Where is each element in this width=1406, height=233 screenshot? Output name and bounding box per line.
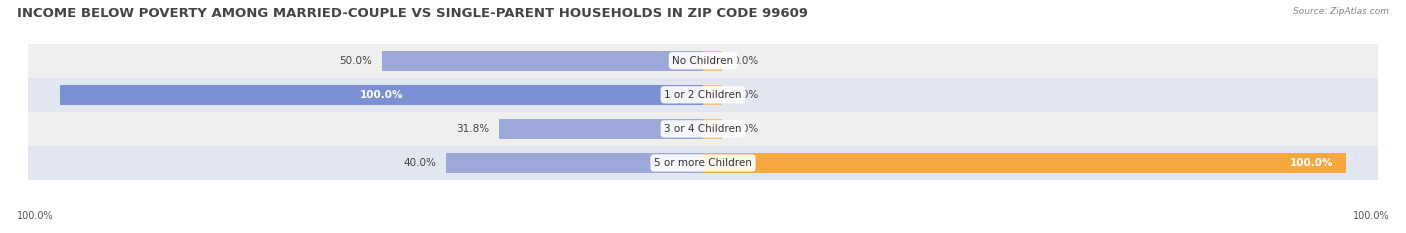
Text: 100.0%: 100.0%: [1353, 211, 1389, 221]
Bar: [703, 85, 723, 105]
Bar: [703, 153, 1346, 173]
Bar: [28, 78, 1378, 112]
Text: 31.8%: 31.8%: [456, 124, 489, 134]
Bar: [28, 146, 1378, 180]
Bar: [28, 44, 1378, 78]
Text: 0.0%: 0.0%: [733, 90, 758, 100]
Text: 1 or 2 Children: 1 or 2 Children: [664, 90, 742, 100]
Text: 3 or 4 Children: 3 or 4 Children: [664, 124, 742, 134]
Text: 0.0%: 0.0%: [733, 124, 758, 134]
Bar: [28, 112, 1378, 146]
Text: 40.0%: 40.0%: [404, 158, 436, 168]
Text: 100.0%: 100.0%: [17, 211, 53, 221]
Text: 100.0%: 100.0%: [360, 90, 404, 100]
Bar: [703, 119, 723, 139]
Bar: [446, 153, 703, 173]
Bar: [60, 85, 703, 105]
Bar: [381, 51, 703, 71]
Bar: [499, 119, 703, 139]
Text: 0.0%: 0.0%: [733, 56, 758, 66]
Text: 100.0%: 100.0%: [1289, 158, 1333, 168]
Text: INCOME BELOW POVERTY AMONG MARRIED-COUPLE VS SINGLE-PARENT HOUSEHOLDS IN ZIP COD: INCOME BELOW POVERTY AMONG MARRIED-COUPL…: [17, 7, 808, 20]
Text: 5 or more Children: 5 or more Children: [654, 158, 752, 168]
Bar: [703, 51, 723, 71]
Text: No Children: No Children: [672, 56, 734, 66]
Text: 50.0%: 50.0%: [339, 56, 373, 66]
Text: Source: ZipAtlas.com: Source: ZipAtlas.com: [1294, 7, 1389, 16]
